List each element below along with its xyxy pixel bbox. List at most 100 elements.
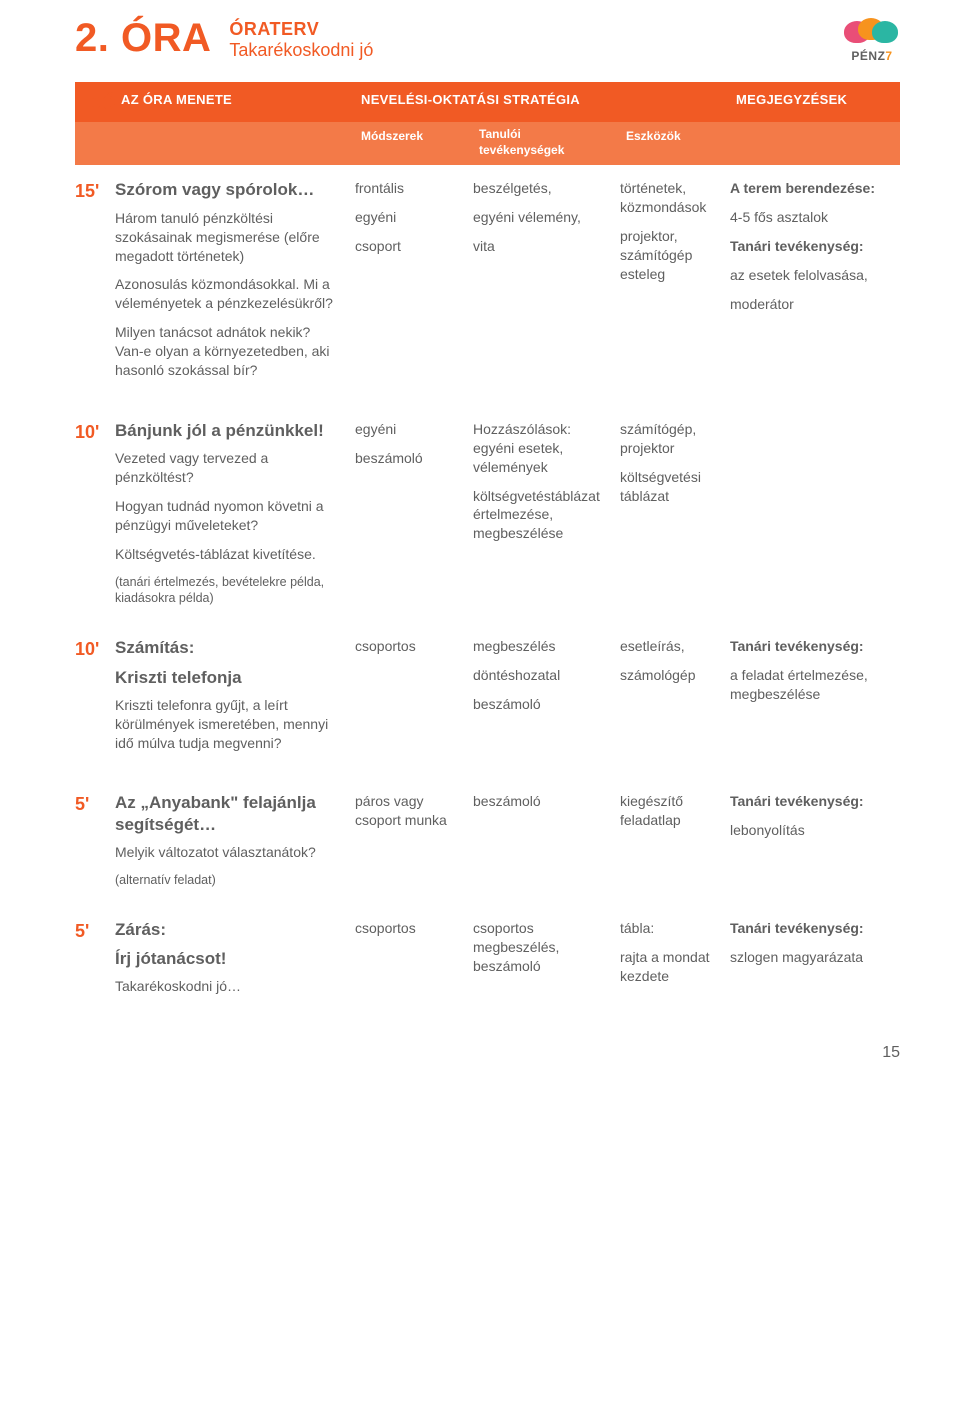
row-tan-line: vita	[473, 237, 610, 256]
sub-col-esz: Eszközök	[620, 122, 730, 165]
row-mod-line: egyéni	[355, 208, 463, 227]
row-notes-line: 4-5 fős asztalok	[730, 208, 900, 227]
column-header: IDŐ AZ ÓRA MENETE NEVELÉSI-OKTATÁSI STRA…	[75, 82, 900, 122]
row-notes-bold2: Tanári tevékenység:	[730, 919, 900, 938]
row-esz: történetek, közmondások projektor, számít…	[620, 179, 730, 293]
row-menete-para: Melyik változatot választanátok?	[115, 843, 341, 862]
row-time: 15'	[75, 179, 115, 203]
row-time: 10'	[75, 637, 115, 661]
row-menete: Az „Anyabank" felajánlja segítségét… Mely…	[115, 792, 355, 888]
logo-text: PÉNZ7	[851, 48, 892, 64]
row-time: 10'	[75, 420, 115, 444]
row-menete-para: Hogyan tudnád nyomon követni a pénzügyi …	[115, 497, 341, 535]
row-title: Az „Anyabank" felajánlja segítségét…	[115, 792, 341, 835]
row-time: 5'	[75, 919, 115, 943]
row-menete-para: Kriszti telefonra gyűjt, a leírt körülmé…	[115, 696, 341, 753]
logo-pigs-icon	[844, 18, 900, 46]
row-tan-line: döntéshozatal	[473, 666, 610, 685]
rows-container: 15'Szórom vagy spórolok… Három tanuló pén…	[75, 179, 900, 1036]
row-esz-line: rajta a mondat kezdete	[620, 948, 720, 986]
row-tan-line: beszámoló	[473, 792, 610, 811]
row-menete: Zárás: Írj jótanácsot! Takarékoskodni jó…	[115, 919, 355, 1006]
table-row: 10'Számítás:Kriszti telefonjaKriszti tel…	[75, 637, 900, 792]
row-notes: Tanári tevékenység:lebonyolítás	[730, 792, 900, 850]
row-mod: egyéni beszámoló	[355, 420, 473, 478]
sub-header: Módszerek Tanulói tevékenységek Eszközök	[75, 122, 900, 165]
row-title: Szórom vagy spórolok…	[115, 179, 341, 200]
row-menete-small: (alternatív feladat)	[115, 872, 341, 889]
table-row: 15'Szórom vagy spórolok… Három tanuló pén…	[75, 179, 900, 419]
col-strategy: NEVELÉSI-OKTATÁSI STRATÉGIA	[355, 82, 730, 122]
row-notes-line2: a feladat értelmezése, megbeszélése	[730, 666, 900, 704]
row-esz-line: tábla:	[620, 919, 720, 938]
col-menete: AZ ÓRA MENETE	[115, 82, 355, 122]
row-mod: frontális egyéni csoport	[355, 179, 473, 266]
row-mod-line: egyéni	[355, 420, 463, 439]
row-menete-para: Három tanuló pénzköltési szokásainak meg…	[115, 209, 341, 266]
col-time: IDŐ	[75, 82, 115, 122]
row-tan: beszámoló	[473, 792, 620, 821]
title-small: ÓRATERV	[229, 20, 373, 40]
row-notes-bold2: Tanári tevékenység:	[730, 637, 900, 656]
row-notes: Tanári tevékenység:szlogen magyarázata	[730, 919, 900, 977]
row-mod-line: frontális	[355, 179, 463, 198]
col-notes: MEGJEGYZÉSEK	[730, 82, 900, 122]
row-menete: Számítás:Kriszti telefonjaKriszti telefo…	[115, 637, 355, 762]
title-sub: Takarékoskodni jó	[229, 40, 373, 62]
sub-col-mod: Módszerek	[355, 122, 473, 165]
row-esz: esetleírás,számológép	[620, 637, 730, 695]
logo-text-prefix: PÉNZ	[851, 49, 885, 63]
row-tan-line: megbeszélés	[473, 637, 610, 656]
sub-col-tan-top: Tanulói	[479, 128, 614, 142]
row-esz: tábla: rajta a mondat kezdete	[620, 919, 730, 996]
row-tan-line: beszélgetés,	[473, 179, 610, 198]
row-esz-line: történetek, közmondások	[620, 179, 720, 217]
row-notes-bold2: Tanári tevékenység:	[730, 792, 900, 811]
row-mod-line: páros vagy csoport munka	[355, 792, 463, 830]
table-row: 10'Bánjunk jól a pénzünkkel!Vezeted vagy…	[75, 420, 900, 637]
row-tan: megbeszélésdöntéshozatalbeszámoló	[473, 637, 620, 724]
logo: PÉNZ7	[844, 18, 900, 64]
row-esz-line: kiegészítő feladatlap	[620, 792, 720, 830]
table-row: 5'Zárás: Írj jótanácsot! Takarékoskodni jó…	[75, 919, 900, 1036]
row-notes-line2: moderátor	[730, 295, 900, 314]
table-row: 5'Az „Anyabank" felajánlja segítségét… Me…	[75, 792, 900, 918]
row-tan-line: csoportos megbeszélés, beszámoló	[473, 919, 610, 976]
page-number: 15	[75, 1042, 900, 1064]
row-tan-line: költségvetéstáblázat értelmezése, megbes…	[473, 487, 610, 544]
row-title: Zárás:	[115, 919, 341, 940]
row-esz-line: számológép	[620, 666, 720, 685]
logo-text-suffix: 7	[885, 49, 892, 63]
row-mod-line: csoportos	[355, 919, 463, 938]
row-tan: csoportos megbeszélés, beszámoló	[473, 919, 620, 986]
row-menete-para: Takarékoskodni jó…	[115, 977, 341, 996]
row-mod: páros vagy csoport munka	[355, 792, 473, 840]
row-notes-line2: az esetek felolvasása,	[730, 266, 900, 285]
row-mod: csoportos	[355, 919, 473, 948]
row-mod-line: csoportos	[355, 637, 463, 656]
row-esz-line: projektor, számítógép esteleg	[620, 227, 720, 284]
row-notes-bold2: Tanári tevékenység:	[730, 237, 900, 256]
row-notes: Tanári tevékenység: a feladat értelmezése…	[730, 637, 900, 714]
row-subtitle: Írj jótanácsot!	[115, 948, 341, 969]
row-mod: csoportos	[355, 637, 473, 666]
row-menete-para: Azonosulás közmondásokkal. Mi a vélemény…	[115, 275, 341, 313]
row-mod-line: csoport	[355, 237, 463, 256]
sub-col-tan: Tanulói tevékenységek	[473, 122, 620, 165]
row-tan: Hozzászólások: egyéni esetek, vélemények…	[473, 420, 620, 553]
row-notes-bold: A terem berendezése:	[730, 179, 900, 198]
row-esz-line: számítógép, projektor	[620, 420, 720, 458]
row-menete-small: (tanári értelmezés, bevételekre példa, k…	[115, 574, 341, 608]
row-time: 5'	[75, 792, 115, 816]
row-esz-line: költségvetési táblázat	[620, 468, 720, 506]
row-menete-para: Vezeted vagy tervezed a pénzköltést?	[115, 449, 341, 487]
row-tan: beszélgetés,egyéni vélemény,vita	[473, 179, 620, 266]
lesson-number: 2. ÓRA	[75, 18, 211, 58]
row-notes: A terem berendezése: 4-5 fős asztalok Taná…	[730, 179, 900, 323]
title-block: ÓRATERV Takarékoskodni jó	[229, 18, 373, 61]
header-left: 2. ÓRA ÓRATERV Takarékoskodni jó	[75, 18, 373, 61]
row-subtitle: Kriszti telefonja	[115, 667, 341, 688]
row-menete-para: Milyen tanácsot adnátok nekik? Van-e oly…	[115, 323, 341, 380]
row-mod-line: beszámoló	[355, 449, 463, 468]
row-tan-line: Hozzászólások: egyéni esetek, vélemények	[473, 420, 610, 477]
